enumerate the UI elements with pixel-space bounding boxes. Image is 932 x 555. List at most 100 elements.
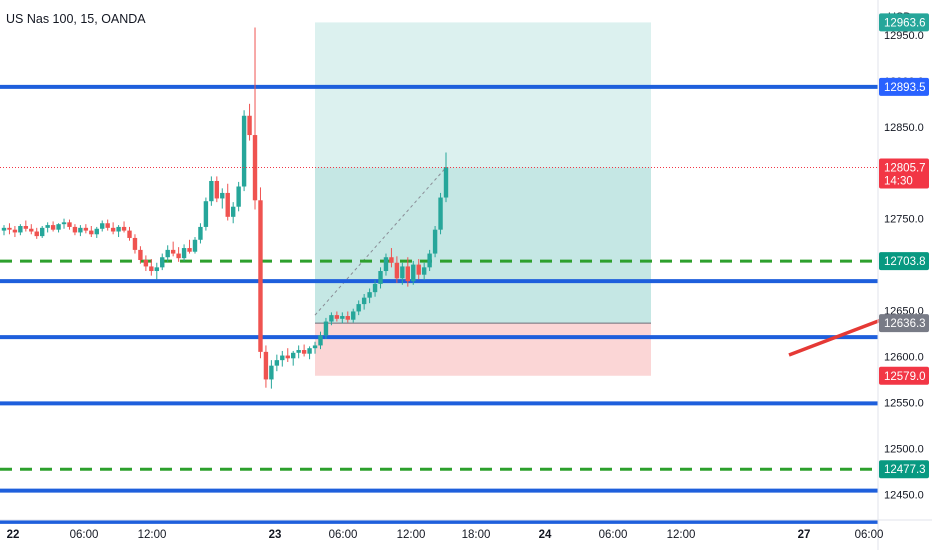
candle — [138, 246, 143, 264]
candle-body — [220, 192, 225, 199]
candle-body — [50, 225, 56, 230]
candle — [220, 188, 225, 209]
price-tick-label: 12600.0 — [884, 351, 924, 363]
price-badge-value: 12636.3 — [884, 318, 926, 330]
candle-body — [29, 228, 34, 232]
candle-body — [340, 316, 345, 319]
price-badge: 12703.8 — [879, 252, 929, 271]
candle — [160, 253, 165, 271]
candle-body — [170, 249, 176, 254]
price-badge: 12477.3 — [879, 460, 929, 479]
candle — [165, 245, 170, 262]
price-badge-bg — [879, 366, 929, 385]
candle — [154, 262, 159, 280]
candle-body — [83, 227, 89, 231]
price-badge-value: 12805.7 — [884, 162, 926, 174]
candle-body — [149, 266, 154, 272]
candle-body — [45, 225, 50, 228]
candle — [230, 202, 236, 224]
candle-body — [345, 316, 350, 320]
price-badge-value: 12703.8 — [884, 256, 926, 268]
candle-body — [214, 180, 220, 199]
candle-body — [383, 257, 389, 272]
horizontal-lines[interactable] — [0, 84, 878, 524]
candle — [12, 226, 18, 238]
candle-body — [263, 351, 269, 380]
candle — [443, 152, 449, 203]
time-tick-label: 06:00 — [599, 529, 628, 541]
candle-body — [56, 224, 61, 230]
time-tick-label: 22 — [7, 529, 20, 541]
candle — [372, 280, 378, 297]
candle-body — [176, 253, 181, 259]
candle — [432, 226, 438, 258]
time-axis[interactable]: 22 06:00 12:00 23 06:00 12:00 18:00 24 06:00 12:0… — [0, 519, 932, 541]
candle-body — [209, 180, 214, 202]
price-badge-value: 12579.0 — [884, 371, 926, 383]
candle — [296, 345, 301, 359]
candle-body — [116, 226, 121, 232]
candle — [176, 247, 181, 262]
candle — [274, 354, 280, 372]
candle — [7, 223, 12, 235]
price-badge-bg — [879, 77, 929, 96]
candle-body — [94, 228, 99, 235]
time-tick-label: 12:00 — [397, 529, 426, 541]
candle-body — [23, 226, 29, 229]
candle — [56, 223, 61, 233]
candle-body — [307, 348, 312, 354]
trade-path-line — [314, 167, 447, 316]
candle-body — [394, 262, 400, 279]
candle-body — [334, 315, 340, 319]
time-tick-label: 12:00 — [667, 529, 696, 541]
candle-body — [432, 229, 438, 254]
price-tick-label: 12500.0 — [884, 443, 924, 455]
candle — [132, 234, 138, 254]
candle-body — [361, 297, 367, 305]
candle — [307, 346, 312, 360]
candle-body — [389, 257, 394, 263]
price-badge-bg — [879, 252, 929, 271]
symbol-title[interactable]: US Nas 100, 15, OANDA — [6, 12, 146, 26]
candle-body — [89, 230, 94, 235]
candle-body — [100, 223, 105, 229]
candle — [181, 244, 187, 261]
time-tick-label: 23 — [269, 529, 282, 541]
candle — [285, 348, 290, 362]
candle — [121, 221, 127, 233]
candle — [323, 317, 329, 340]
candle-body — [438, 197, 443, 230]
candle — [345, 311, 350, 323]
price-tick-label: 12450.0 — [884, 489, 924, 501]
position-tool[interactable] — [314, 22, 651, 376]
candle-body — [225, 192, 230, 217]
candle — [416, 259, 421, 280]
time-tick-label: 06:00 — [329, 529, 358, 541]
candle — [39, 226, 45, 238]
candle-body — [241, 115, 247, 187]
candle — [209, 176, 214, 206]
annotations — [0, 166, 882, 357]
price-badges: 12963.6 12893.5 12805.714:30 12703.8 12636.3… — [879, 13, 929, 479]
candle-body — [318, 335, 323, 346]
candle — [34, 227, 39, 239]
candle — [50, 221, 56, 232]
candle — [18, 224, 23, 236]
candle — [340, 312, 345, 324]
candle — [116, 225, 121, 238]
loss-zone[interactable] — [315, 323, 651, 376]
candle — [280, 350, 285, 367]
candle-body — [421, 267, 427, 275]
candle-body — [198, 226, 203, 240]
candle-body — [39, 227, 45, 237]
candle — [367, 288, 372, 304]
price-badge-bg — [879, 13, 929, 32]
candle-body — [105, 223, 110, 228]
candle-body — [154, 267, 159, 272]
trend-line-drawing[interactable] — [788, 318, 882, 357]
candle — [334, 311, 340, 322]
candle-body — [67, 222, 72, 227]
candle — [149, 259, 154, 276]
